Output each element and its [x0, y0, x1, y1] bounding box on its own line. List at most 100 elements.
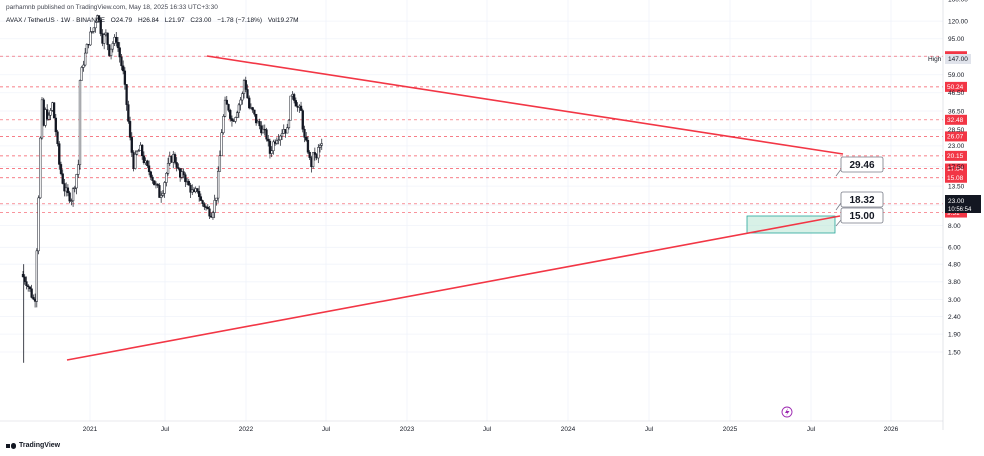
candle-body — [160, 195, 163, 198]
candle-body — [272, 141, 275, 151]
candle-body — [229, 110, 232, 119]
candle-body — [318, 145, 322, 148]
candle-body — [106, 32, 109, 45]
candle-body — [82, 64, 85, 68]
candle-body — [141, 144, 144, 157]
candle-body — [137, 150, 140, 152]
candle-body — [227, 104, 230, 111]
candle-body — [63, 183, 66, 192]
candle-body — [165, 173, 168, 183]
time-tick-label: Jul — [807, 426, 816, 433]
candle-body — [92, 27, 95, 32]
tradingview-brand: TradingView — [19, 442, 61, 449]
candle-body — [56, 131, 59, 144]
candle-body — [97, 15, 101, 21]
volume: Vol19.27M — [267, 17, 299, 24]
callout-1500[interactable]: 15.00 — [835, 207, 884, 227]
candle-body — [128, 121, 132, 138]
candle-body — [184, 174, 187, 183]
price-tick-label: 28.50 — [948, 127, 965, 134]
candle-body — [218, 155, 222, 172]
candle-body — [258, 121, 261, 127]
candle-body — [109, 48, 113, 56]
time-axis[interactable]: 2021 Jul 2022 Jul 2023 Jul 2024 Jul 2025 Jul 2026 — [83, 426, 899, 433]
candle-body — [253, 109, 256, 115]
candle-body — [32, 297, 35, 300]
candle-body — [49, 110, 52, 116]
candle-body — [177, 167, 180, 169]
candle-body — [216, 171, 220, 199]
candle-body — [311, 152, 315, 167]
time-tick-label: 2021 — [83, 426, 98, 433]
time-tick-label: Jul — [322, 426, 331, 433]
candle-body — [58, 143, 61, 165]
level-tag-label: 9.51 — [947, 210, 960, 217]
level-tag-label: 15.08 — [947, 175, 964, 182]
candle-body — [279, 135, 282, 141]
candle-body — [244, 80, 247, 90]
candlesticks — [21, 14, 323, 363]
candle-body — [270, 150, 273, 154]
candle-body — [163, 182, 166, 194]
candle-body — [149, 171, 152, 178]
price-tick-label: 3.80 — [948, 279, 961, 286]
tradingview-logo[interactable]: TradingView — [6, 442, 60, 449]
candle-body — [21, 274, 25, 278]
candle-body — [54, 117, 57, 133]
candle-body — [59, 164, 63, 174]
candle-body — [196, 188, 199, 192]
price-tick-label: 2.40 — [948, 314, 961, 321]
candle-body — [306, 140, 310, 153]
candle-body — [230, 118, 234, 121]
candle-body — [30, 288, 33, 298]
candle-body — [158, 185, 161, 198]
ohlc-low: L21.97 — [164, 17, 185, 24]
current-price-value: 23.00 — [948, 198, 965, 205]
candle-body — [80, 67, 83, 81]
callout-1832[interactable]: 18.32 — [835, 191, 884, 211]
candle-body — [47, 114, 51, 120]
candle-body — [94, 22, 97, 29]
candle-body — [292, 94, 296, 101]
candle-body — [261, 128, 265, 134]
candle-body — [237, 104, 241, 113]
symbol-line: AVAX / TetherUS · 1W · BINANCE O24.79 H2… — [6, 17, 303, 24]
price-tick-label: 120.00 — [948, 18, 968, 25]
time-tick-label: 2026 — [884, 426, 899, 433]
candle-body — [317, 147, 320, 159]
upper-trendline[interactable] — [206, 55, 844, 155]
callout-2946[interactable]: 29.46 — [835, 156, 884, 177]
candle-body — [85, 43, 89, 54]
candle-body — [275, 140, 279, 144]
candle-body — [246, 89, 249, 99]
high-label: High 147.00 — [928, 54, 971, 64]
candle-body — [166, 163, 170, 174]
lower-trendline[interactable] — [66, 215, 841, 361]
symbol-name[interactable]: AVAX / TetherUS · 1W · BINANCE — [6, 17, 105, 24]
price-tick-label: 1.90 — [948, 331, 961, 338]
price-tick-label: 6.00 — [948, 245, 961, 252]
callout-1832-label: 18.32 — [849, 195, 874, 206]
lightning-icon[interactable] — [781, 406, 793, 418]
candle-body — [211, 212, 215, 218]
candle-body — [268, 140, 272, 154]
candle-body — [187, 180, 190, 186]
candle-body — [147, 165, 151, 172]
candle-body — [254, 113, 258, 124]
candle-body — [277, 139, 280, 141]
candle-body — [235, 112, 239, 118]
candle-body — [251, 107, 254, 111]
candle-body — [78, 80, 82, 166]
candle-body — [130, 137, 133, 153]
time-tick-label: 2024 — [561, 426, 576, 433]
candle-body — [23, 276, 26, 282]
candle-body — [208, 208, 211, 217]
countdown-value: 10:56:54 — [948, 207, 972, 213]
candle-body — [46, 109, 49, 120]
candle-body — [294, 100, 298, 107]
candle-body — [161, 193, 165, 196]
candle-body — [305, 137, 308, 141]
candle-body — [213, 200, 216, 213]
candle-body — [111, 43, 114, 50]
